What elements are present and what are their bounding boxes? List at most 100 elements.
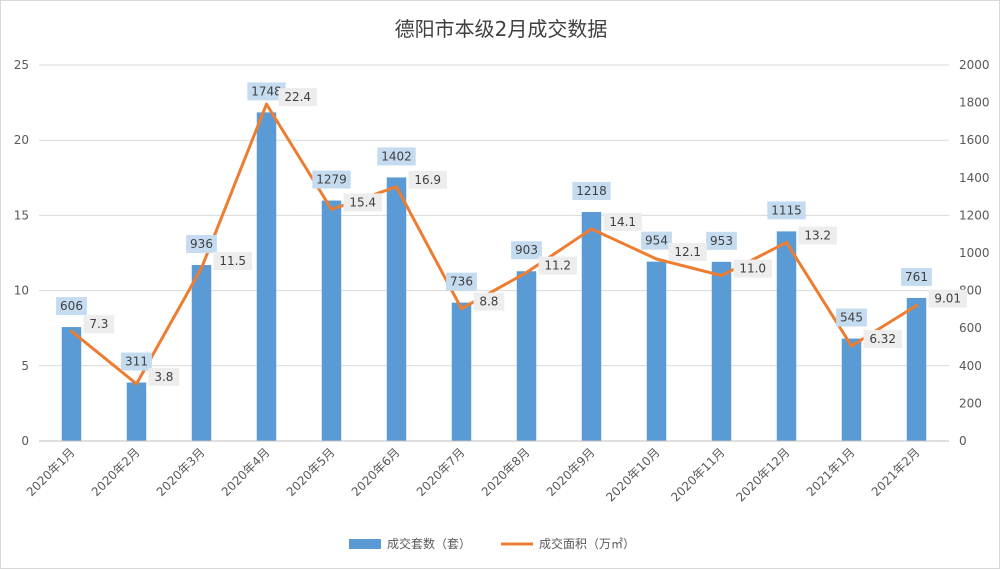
y-left-tick-label: 10 — [14, 284, 29, 298]
line-label-box — [213, 252, 252, 271]
bar-label-box — [377, 147, 416, 166]
line-label-box — [473, 292, 505, 311]
y-right-tick-label: 0 — [959, 434, 967, 448]
bar — [191, 265, 212, 441]
line-data-label: 15.4 — [349, 195, 376, 209]
legend-label-line: 成交面积（万㎡） — [539, 536, 635, 551]
bar-label-box — [511, 241, 542, 260]
bar-label-box — [767, 201, 806, 220]
bar — [451, 302, 472, 441]
x-tick-label: 2020年7月 — [414, 445, 468, 499]
bar — [516, 271, 537, 441]
y-right-tick-label: 1200 — [959, 208, 990, 222]
bar-data-label: 311 — [125, 355, 148, 369]
bar-data-label: 606 — [60, 299, 83, 313]
y-right-tick-label: 400 — [959, 359, 982, 373]
bar — [841, 338, 862, 441]
line-data-label: 11.2 — [544, 259, 571, 273]
bar — [776, 231, 797, 441]
line-data-label: 8.8 — [479, 295, 498, 309]
line-data-label: 9.01 — [934, 291, 961, 305]
chart-title: 德阳市本级2月成交数据 — [394, 17, 608, 41]
y-right-tick-label: 1400 — [959, 171, 990, 185]
y-left-tick-label: 15 — [14, 208, 29, 222]
bar-data-label: 936 — [190, 237, 213, 251]
y-right-tick-label: 1600 — [959, 133, 990, 147]
y-right-tick-label: 1800 — [959, 96, 990, 110]
bar-label-box — [186, 235, 217, 254]
bar-data-label: 954 — [645, 234, 668, 248]
line-label-box — [733, 259, 772, 278]
x-tick-label: 2020年8月 — [479, 445, 533, 499]
bar — [581, 212, 602, 441]
line-data-label: 6.32 — [869, 332, 896, 346]
y-left-tick-label: 25 — [14, 58, 29, 72]
line-data-label: 11.5 — [219, 254, 246, 268]
x-tick-label: 2020年6月 — [349, 445, 403, 499]
line-data-label: 13.2 — [804, 228, 831, 242]
bar-label-box — [56, 297, 87, 316]
legend-label-bars: 成交套数（套） — [387, 536, 471, 551]
y-right-tick-label: 600 — [959, 321, 982, 335]
x-tick-label: 2021年1月 — [804, 445, 858, 499]
line-label-box — [148, 367, 180, 386]
bar-data-label: 1402 — [381, 149, 412, 163]
x-tick-label: 2020年5月 — [284, 445, 338, 499]
bar-data-label: 1279 — [316, 173, 347, 187]
line-label-box — [798, 226, 837, 245]
bar — [906, 297, 927, 441]
x-tick-label: 2020年2月 — [89, 445, 143, 499]
legend-swatch-bars — [349, 539, 381, 549]
x-tick-label: 2021年2月 — [869, 445, 923, 499]
y-right-tick-label: 1000 — [959, 246, 990, 260]
bar-data-label: 953 — [710, 234, 733, 248]
bar-label-box — [901, 267, 932, 286]
y-right-tick-label: 2000 — [959, 58, 990, 72]
y-left-tick-label: 20 — [14, 133, 29, 147]
line-label-box — [278, 88, 317, 107]
line-data-label: 16.9 — [414, 173, 441, 187]
line-data-label: 12.1 — [674, 245, 701, 259]
y-left-tick-label: 5 — [21, 359, 29, 373]
bar — [256, 112, 277, 441]
y-right-tick-label: 200 — [959, 396, 982, 410]
bar-label-box — [836, 308, 867, 327]
bar-data-label: 761 — [905, 270, 928, 284]
bar — [61, 327, 82, 441]
line-label-box — [603, 212, 642, 231]
bar — [321, 200, 342, 441]
line-label-box — [863, 329, 902, 348]
bar — [386, 177, 407, 441]
x-tick-label: 2020年4月 — [219, 445, 273, 499]
line-label-box — [343, 193, 382, 212]
bar-label-box — [706, 231, 737, 250]
line-label-box — [668, 243, 707, 262]
bar-label-box — [121, 352, 152, 371]
line-label-box — [83, 315, 115, 334]
x-tick-label: 2020年11月 — [668, 445, 727, 504]
bar-data-label: 1748 — [251, 84, 282, 98]
x-tick-label: 2020年1月 — [24, 445, 78, 499]
bar-label-box — [312, 170, 351, 189]
bar-data-label: 545 — [840, 311, 863, 325]
line-data-label: 14.1 — [609, 215, 636, 229]
bar-data-label: 736 — [450, 275, 473, 289]
x-tick-label: 2020年12月 — [733, 445, 792, 504]
line-label-box — [928, 289, 967, 308]
x-tick-label: 2020年10月 — [603, 445, 662, 504]
bar — [711, 261, 732, 441]
bar-data-label: 1218 — [576, 184, 607, 198]
bar-data-label: 1115 — [771, 203, 802, 217]
line-label-box — [408, 170, 447, 189]
line-label-box — [538, 256, 577, 275]
bar-label-box — [247, 82, 286, 101]
bar-label-box — [446, 272, 477, 291]
bar-label-box — [572, 182, 611, 201]
line-data-label: 11.0 — [739, 262, 766, 276]
x-tick-label: 2020年3月 — [154, 445, 208, 499]
x-tick-label: 2020年9月 — [544, 445, 598, 499]
bar — [126, 382, 147, 441]
line-data-label: 7.3 — [89, 317, 108, 331]
